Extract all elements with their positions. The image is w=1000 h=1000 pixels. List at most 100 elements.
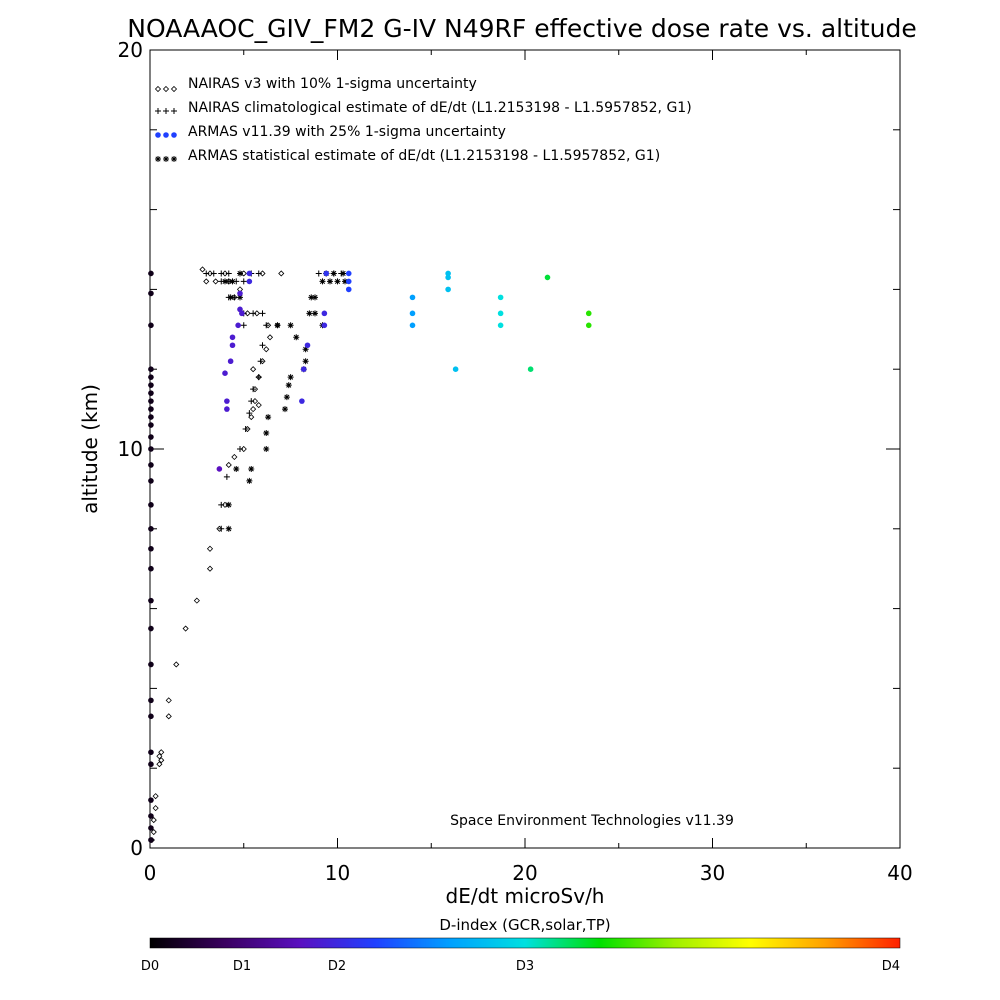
data-point-diamond <box>212 278 219 285</box>
data-point-asterisk <box>222 278 228 285</box>
data-point-plus <box>255 270 262 277</box>
data-point-plus <box>259 342 266 349</box>
data-point-asterisk <box>308 294 315 301</box>
legend-marker-diamond <box>154 85 162 93</box>
legend-marker-asterisk <box>155 156 161 162</box>
data-point-dot <box>544 274 551 281</box>
legend-marker-diamond <box>170 85 178 93</box>
data-point-diamond <box>250 366 257 373</box>
data-point-dot <box>323 270 330 277</box>
legend-item: ARMAS statistical estimate of dE/dt (L1.… <box>155 148 660 164</box>
data-point-dot <box>148 434 154 440</box>
data-point-diamond <box>266 334 274 341</box>
data-point-dot <box>148 422 154 428</box>
data-point-dot <box>148 713 154 720</box>
data-point-diamond <box>250 406 257 413</box>
data-point-asterisk <box>265 414 272 421</box>
x-tick-label: 30 <box>700 861 725 885</box>
legend: NAIRAS v3 with 10% 1-sigma uncertainty NA… <box>154 76 692 164</box>
data-point-diamond <box>152 793 159 800</box>
data-point-diamond <box>244 310 251 317</box>
data-point-dot <box>409 322 416 329</box>
data-point-dot <box>345 286 352 293</box>
data-point-dot <box>300 366 307 373</box>
data-point-diamond <box>240 270 247 277</box>
data-point-diamond <box>193 597 200 604</box>
data-point-dot <box>304 342 311 349</box>
data-point-plus <box>223 473 230 480</box>
data-point-diamond <box>263 346 270 353</box>
data-point-dot <box>224 406 230 412</box>
data-point-dot <box>148 462 154 468</box>
data-point-diamond <box>259 270 266 277</box>
data-point-dot <box>237 306 243 313</box>
y-axis-ticks: 0 10 20 <box>118 38 900 860</box>
data-point-dot <box>148 597 154 604</box>
data-point-asterisk <box>225 525 232 532</box>
data-point-diamond <box>156 761 163 768</box>
data-point-dot <box>227 358 234 365</box>
data-point-dot <box>497 310 504 317</box>
legend-marker-asterisk <box>171 156 177 162</box>
x-tick-label: 40 <box>887 861 912 885</box>
data-point-dot <box>409 294 416 301</box>
data-point-dot <box>148 374 154 380</box>
data-point-asterisk <box>263 446 270 452</box>
data-point-diamond <box>248 414 255 421</box>
legend-marker-plus <box>171 108 177 114</box>
data-point-plus <box>210 270 217 277</box>
data-point-dot <box>148 661 154 668</box>
y-tick-label: 0 <box>130 836 143 860</box>
data-point-asterisk <box>287 374 294 381</box>
data-point-dot <box>321 322 328 329</box>
data-point-dot <box>445 274 451 281</box>
data-point-plus <box>259 310 266 317</box>
data-point-dot <box>409 310 416 317</box>
data-point-asterisk <box>237 270 243 277</box>
legend-marker-asterisk <box>163 156 169 162</box>
legend-marker-dot <box>163 132 169 138</box>
legend-item: NAIRAS climatological estimate of dE/dt … <box>155 100 692 116</box>
legend-label: ARMAS statistical estimate of dE/dt (L1.… <box>188 148 660 164</box>
legend-label: ARMAS v11.39 with 25% 1-sigma uncertaint… <box>188 124 506 140</box>
colorbar-tick-label: D1 <box>233 959 251 974</box>
data-point-asterisk <box>237 294 243 301</box>
legend-marker-diamond <box>162 85 170 93</box>
data-point-plus <box>240 278 247 285</box>
data-point-asterisk <box>285 382 292 389</box>
series-dot <box>148 270 592 843</box>
data-point-plus <box>237 446 243 452</box>
data-point-diamond <box>240 445 247 453</box>
data-point-asterisk <box>246 477 253 484</box>
data-point-diamond <box>199 266 206 273</box>
data-point-diamond <box>156 753 163 760</box>
data-point-dot <box>345 278 352 285</box>
data-point-diamond <box>203 278 210 285</box>
data-point-plus <box>225 270 232 277</box>
data-point-dot <box>321 310 328 317</box>
data-point-dot <box>445 270 451 277</box>
data-point-plus <box>218 501 225 508</box>
data-point-diamond <box>150 828 157 836</box>
data-point-dot <box>148 382 154 388</box>
data-point-dot <box>148 545 154 552</box>
data-point-asterisk <box>342 278 348 285</box>
data-point-dot <box>148 797 154 803</box>
colorbar-tick-label: D0 <box>141 959 159 974</box>
legend-item: NAIRAS v3 with 10% 1-sigma uncertainty <box>154 76 477 93</box>
data-point-diamond <box>206 545 214 552</box>
data-point-asterisk <box>282 406 288 413</box>
data-point-dot <box>237 290 243 297</box>
data-point-diamond <box>221 501 229 508</box>
y-tick-label: 20 <box>118 38 143 62</box>
data-point-plus <box>250 310 257 317</box>
data-marks <box>148 266 592 844</box>
data-point-asterisk <box>293 334 300 341</box>
data-point-asterisk <box>302 346 309 353</box>
data-point-diamond <box>173 661 180 668</box>
data-point-dot <box>148 390 154 396</box>
data-point-asterisk <box>306 310 313 317</box>
data-point-dot <box>246 278 253 285</box>
data-point-dot <box>222 370 228 376</box>
data-point-asterisk <box>330 270 337 277</box>
